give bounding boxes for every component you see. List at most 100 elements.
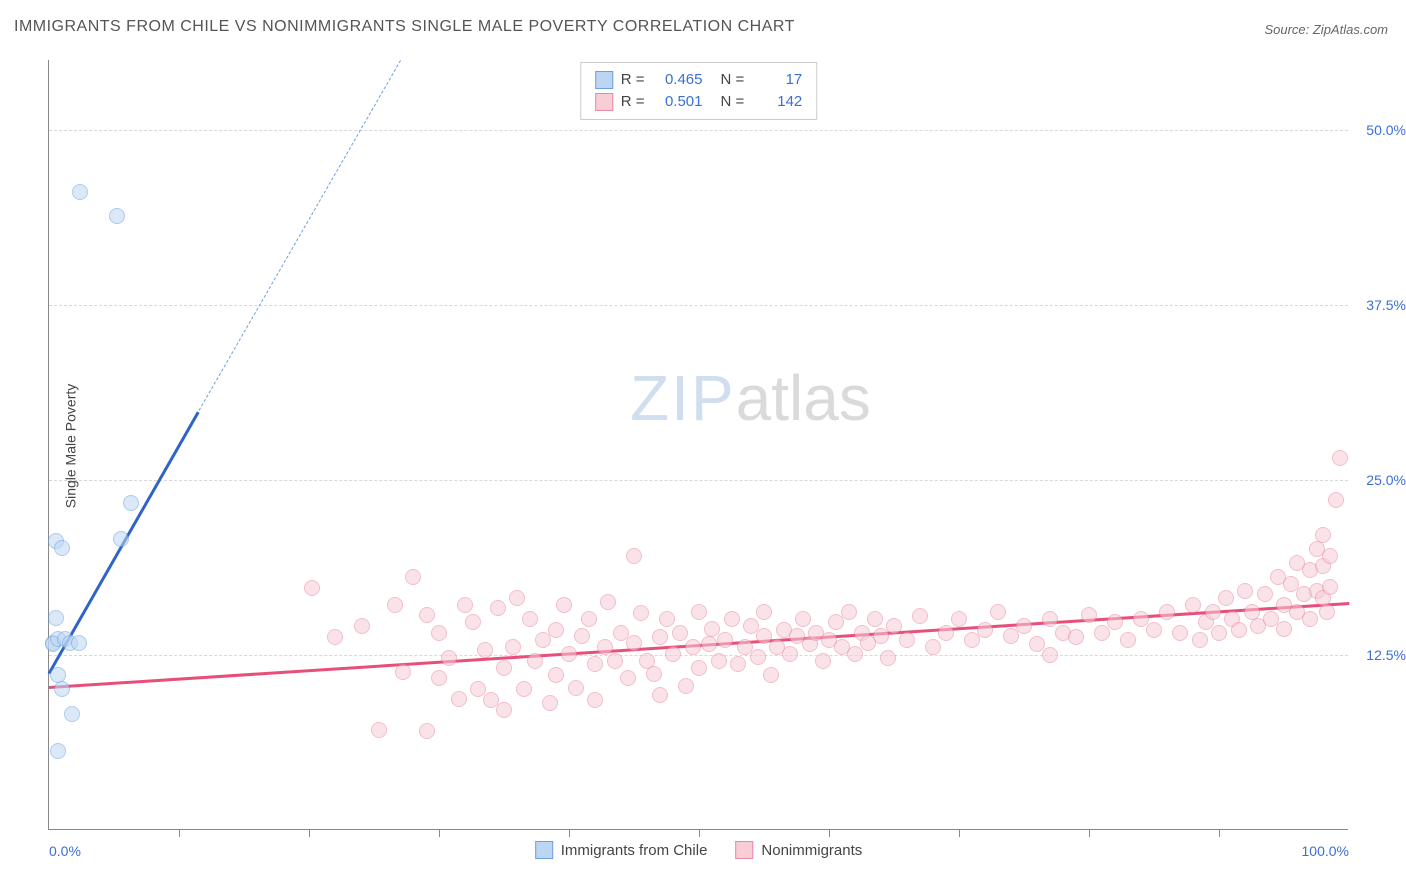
data-point [1332, 450, 1348, 466]
data-point [841, 604, 857, 620]
chart-title: IMMIGRANTS FROM CHILE VS NONIMMIGRANTS S… [14, 18, 795, 36]
n-value-series1: 17 [752, 69, 802, 91]
data-point [123, 495, 139, 511]
data-point [568, 680, 584, 696]
legend-label-series1: Immigrants from Chile [561, 842, 708, 859]
data-point [1322, 579, 1338, 595]
legend-swatch-series2 [595, 93, 613, 111]
data-point [626, 635, 642, 651]
data-point [54, 540, 70, 556]
legend-swatch-series1 [595, 71, 613, 89]
r-label: R = [621, 69, 645, 91]
data-point [717, 632, 733, 648]
data-point [1107, 614, 1123, 630]
r-value-series1: 0.465 [653, 69, 703, 91]
legend-swatch-series1-bottom [535, 841, 553, 859]
data-point [886, 618, 902, 634]
watermark: ZIPatlas [630, 361, 871, 435]
gridline [49, 305, 1348, 306]
data-point [730, 656, 746, 672]
data-point [490, 600, 506, 616]
data-point [587, 692, 603, 708]
data-point [685, 639, 701, 655]
data-point [756, 604, 772, 620]
legend-item-series1: Immigrants from Chile [535, 841, 708, 859]
data-point [1068, 629, 1084, 645]
data-point [431, 670, 447, 686]
data-point [451, 691, 467, 707]
data-point [1042, 647, 1058, 663]
data-point [1192, 632, 1208, 648]
y-tick-label: 37.5% [1366, 297, 1406, 313]
data-point [354, 618, 370, 634]
data-point [977, 622, 993, 638]
data-point [607, 653, 623, 669]
data-point [587, 656, 603, 672]
data-point [457, 597, 473, 613]
data-point [477, 642, 493, 658]
x-tick [439, 829, 440, 837]
x-tick [179, 829, 180, 837]
data-point [1319, 604, 1335, 620]
data-point [899, 632, 915, 648]
data-point [795, 611, 811, 627]
data-point [1328, 492, 1344, 508]
x-tick [699, 829, 700, 837]
data-point [1276, 621, 1292, 637]
data-point [581, 611, 597, 627]
data-point [441, 650, 457, 666]
legend-row-series2: R = 0.501 N = 142 [595, 91, 803, 113]
data-point [395, 664, 411, 680]
data-point [1205, 604, 1221, 620]
x-tick-label: 0.0% [49, 843, 81, 859]
y-tick-label: 12.5% [1366, 647, 1406, 663]
data-point [548, 622, 564, 638]
watermark-rest: atlas [736, 362, 871, 434]
data-point [48, 610, 64, 626]
x-tick [569, 829, 570, 837]
x-tick [1089, 829, 1090, 837]
data-point [496, 702, 512, 718]
legend-swatch-series2-bottom [735, 841, 753, 859]
data-point [665, 646, 681, 662]
data-point [938, 625, 954, 641]
data-point [561, 646, 577, 662]
y-tick-label: 25.0% [1366, 472, 1406, 488]
legend-item-series2: Nonimmigrants [735, 841, 862, 859]
data-point [633, 605, 649, 621]
data-point [1322, 548, 1338, 564]
data-point [505, 639, 521, 655]
legend-row-series1: R = 0.465 N = 17 [595, 69, 803, 91]
x-tick [959, 829, 960, 837]
data-point [113, 531, 129, 547]
n-label: N = [721, 91, 745, 113]
data-point [1159, 604, 1175, 620]
data-point [1081, 607, 1097, 623]
plot-area: ZIPatlas R = 0.465 N = 17 R = 0.501 N = … [48, 60, 1348, 830]
trend-line [198, 60, 400, 410]
data-point [912, 608, 928, 624]
data-point [652, 687, 668, 703]
data-point [1146, 622, 1162, 638]
data-point [951, 611, 967, 627]
data-point [509, 590, 525, 606]
data-point [371, 722, 387, 738]
data-point [574, 628, 590, 644]
data-point [711, 653, 727, 669]
data-point [64, 706, 80, 722]
data-point [496, 660, 512, 676]
x-tick [829, 829, 830, 837]
data-point [72, 184, 88, 200]
data-point [815, 653, 831, 669]
data-point [1185, 597, 1201, 613]
data-point [542, 695, 558, 711]
data-point [109, 208, 125, 224]
data-point [847, 646, 863, 662]
data-point [431, 625, 447, 641]
data-point [527, 653, 543, 669]
y-tick-label: 50.0% [1366, 122, 1406, 138]
r-value-series2: 0.501 [653, 91, 703, 113]
data-point [556, 597, 572, 613]
data-point [1094, 625, 1110, 641]
data-point [1257, 586, 1273, 602]
